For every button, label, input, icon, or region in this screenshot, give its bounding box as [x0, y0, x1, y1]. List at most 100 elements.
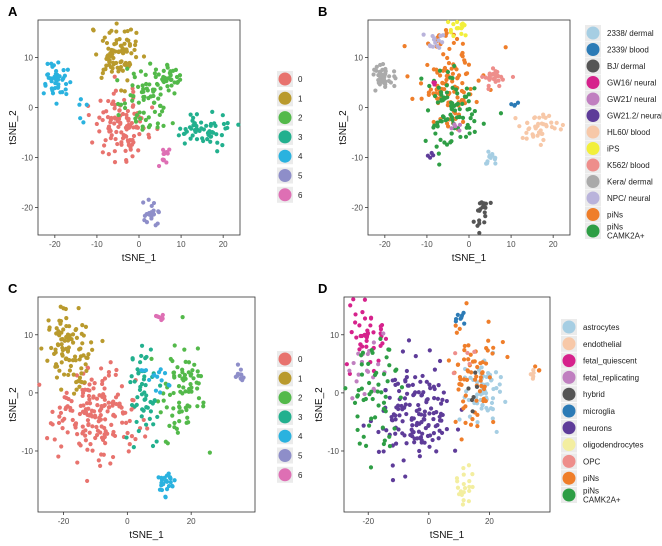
data-point	[73, 327, 78, 333]
data-point	[65, 430, 70, 435]
data-point	[404, 441, 409, 446]
data-point	[134, 113, 140, 118]
data-point	[549, 124, 555, 130]
data-point	[137, 110, 142, 115]
data-point	[116, 69, 121, 74]
legend-label-line: 3	[298, 133, 303, 142]
data-point	[205, 137, 210, 142]
legend-key	[586, 142, 600, 155]
data-point	[524, 136, 529, 141]
data-point	[533, 126, 538, 131]
data-point	[189, 389, 194, 394]
legend-label-line: GW16/ neural	[607, 79, 657, 88]
data-point	[432, 386, 437, 392]
data-point	[210, 130, 215, 135]
data-point	[141, 417, 146, 423]
data-point	[136, 148, 141, 153]
data-point	[105, 54, 110, 59]
data-point	[435, 100, 440, 105]
legend-label: GW21/ neural	[607, 95, 657, 104]
legend-label-line: Kera/ dermal	[607, 178, 653, 187]
legend-label-line: BJ/ dermal	[607, 62, 645, 71]
legend: 0 1 2 3 4 5 6	[277, 351, 303, 483]
data-point	[526, 127, 531, 132]
data-point	[142, 94, 147, 99]
data-point	[387, 74, 392, 79]
data-point	[462, 321, 467, 326]
data-point	[538, 128, 543, 133]
data-point	[106, 98, 111, 104]
data-point	[125, 108, 131, 114]
data-point	[467, 484, 472, 490]
legend-label: 6	[298, 471, 303, 480]
data-point	[111, 412, 116, 418]
data-point	[123, 148, 128, 153]
data-point	[457, 382, 462, 387]
data-point	[179, 409, 184, 414]
data-point	[436, 436, 441, 441]
data-point	[393, 76, 398, 81]
legend-label: 4	[298, 432, 303, 441]
data-point	[364, 338, 369, 343]
data-point	[156, 210, 161, 215]
data-point	[180, 367, 185, 372]
legend-label-line: 0	[298, 75, 303, 84]
legend-key	[278, 169, 292, 182]
data-point	[61, 68, 66, 73]
data-point	[115, 141, 120, 147]
data-point	[182, 375, 187, 380]
data-point	[81, 333, 86, 338]
data-point	[387, 395, 392, 400]
data-point	[412, 436, 417, 441]
data-point	[161, 68, 166, 73]
data-point	[467, 479, 472, 484]
data-point	[131, 89, 136, 95]
x-axis-label: tSNE_1	[430, 530, 465, 541]
data-point	[478, 375, 483, 380]
data-point	[122, 89, 127, 94]
data-point	[477, 218, 482, 223]
data-point	[430, 437, 435, 443]
legend-label-line: 2339/ blood	[607, 46, 649, 55]
data-point	[381, 406, 386, 411]
data-point	[456, 387, 461, 392]
data-point	[463, 71, 469, 77]
data-point	[138, 116, 143, 121]
data-point	[146, 132, 151, 137]
data-point	[357, 323, 362, 328]
data-point	[100, 338, 105, 344]
legend-key	[586, 59, 600, 73]
data-point	[91, 386, 96, 391]
legend-key	[278, 111, 292, 125]
data-point	[125, 430, 130, 436]
data-points	[41, 21, 241, 228]
legend-item: NPC/ neural	[585, 190, 651, 206]
data-point	[383, 336, 389, 341]
data-point	[459, 437, 464, 442]
data-point	[353, 320, 358, 325]
legend-label: 1	[298, 94, 303, 103]
data-point	[102, 35, 107, 40]
legend-label-line: hybrid	[583, 390, 605, 399]
data-point	[541, 114, 546, 119]
data-point	[116, 124, 121, 130]
data-point	[480, 205, 485, 210]
data-point	[52, 351, 57, 356]
data-point	[126, 449, 131, 454]
data-point	[160, 316, 165, 321]
data-point	[225, 121, 230, 126]
data-point	[124, 435, 129, 440]
data-point	[85, 478, 90, 484]
legend-key	[562, 370, 576, 384]
data-point	[39, 346, 44, 351]
data-point	[503, 45, 508, 50]
legend-label: oligodendrocytes	[583, 441, 643, 450]
data-point	[454, 67, 459, 72]
data-point	[115, 65, 120, 70]
data-point	[65, 349, 71, 354]
data-point	[444, 398, 449, 404]
legend-item: GW21/ neural	[585, 91, 657, 107]
data-point	[80, 393, 85, 399]
data-point	[392, 69, 397, 74]
data-point	[381, 400, 387, 405]
